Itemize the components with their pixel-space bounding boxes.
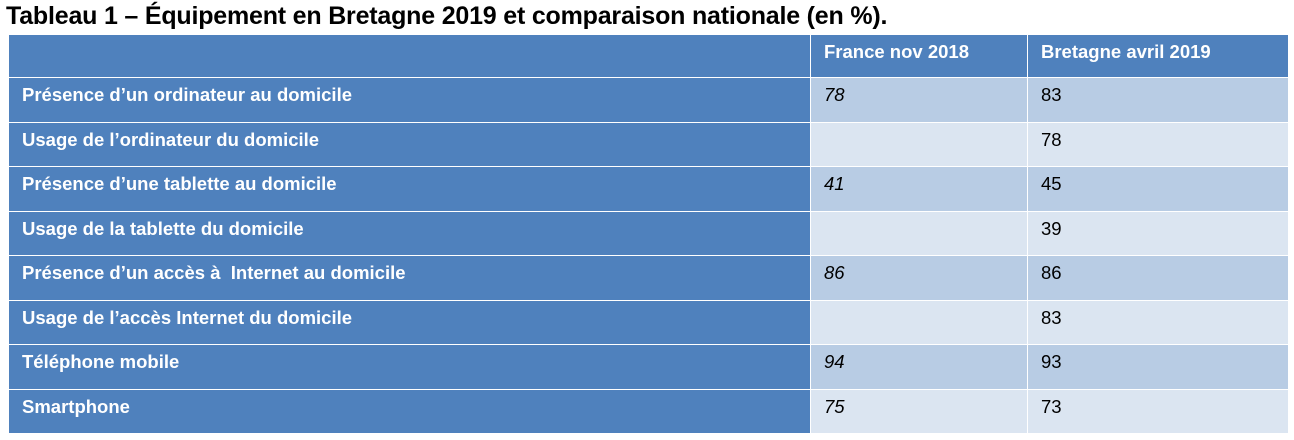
header-cell-bretagne: Bretagne avril 2019 [1027, 34, 1289, 78]
table-row: Usage de l’accès Internet du domicile 83 [8, 299, 1289, 345]
row-label: Usage de la tablette du domicile [8, 210, 811, 256]
table-row: Usage de la tablette du domicile 39 [8, 210, 1289, 256]
equipment-table: France nov 2018 Bretagne avril 2019 Prés… [8, 34, 1289, 434]
table-title: Tableau 1 – Équipement en Bretagne 2019 … [6, 2, 888, 30]
france-value [810, 299, 1028, 345]
france-value: 94 [810, 344, 1028, 390]
row-label: Présence d’un accès à Internet au domici… [8, 255, 811, 301]
france-value: 78 [810, 77, 1028, 123]
table-row: Smartphone 75 73 [8, 388, 1289, 434]
france-value [810, 210, 1028, 256]
row-label: Usage de l’accès Internet du domicile [8, 299, 811, 345]
france-value: 86 [810, 255, 1028, 301]
table-row: Présence d’une tablette au domicile 41 4… [8, 166, 1289, 212]
table-row: Présence d’un ordinateur au domicile 78 … [8, 77, 1289, 123]
table-row: Usage de l’ordinateur du domicile 78 [8, 121, 1289, 167]
header-cell-france: France nov 2018 [810, 34, 1028, 78]
row-label: Smartphone [8, 388, 811, 434]
row-label: Usage de l’ordinateur du domicile [8, 121, 811, 167]
bretagne-value: 83 [1027, 299, 1289, 345]
bretagne-value: 45 [1027, 166, 1289, 212]
bretagne-value: 73 [1027, 388, 1289, 434]
france-value: 41 [810, 166, 1028, 212]
bretagne-value: 39 [1027, 210, 1289, 256]
row-label: Présence d’une tablette au domicile [8, 166, 811, 212]
row-label: Téléphone mobile [8, 344, 811, 390]
row-label: Présence d’un ordinateur au domicile [8, 77, 811, 123]
bretagne-value: 78 [1027, 121, 1289, 167]
france-value [810, 121, 1028, 167]
header-cell-label [8, 34, 811, 78]
table-row: Téléphone mobile 94 93 [8, 344, 1289, 390]
bretagne-value: 86 [1027, 255, 1289, 301]
table-header-row: France nov 2018 Bretagne avril 2019 [8, 34, 1289, 78]
bretagne-value: 93 [1027, 344, 1289, 390]
bretagne-value: 83 [1027, 77, 1289, 123]
france-value: 75 [810, 388, 1028, 434]
table-row: Présence d’un accès à Internet au domici… [8, 255, 1289, 301]
